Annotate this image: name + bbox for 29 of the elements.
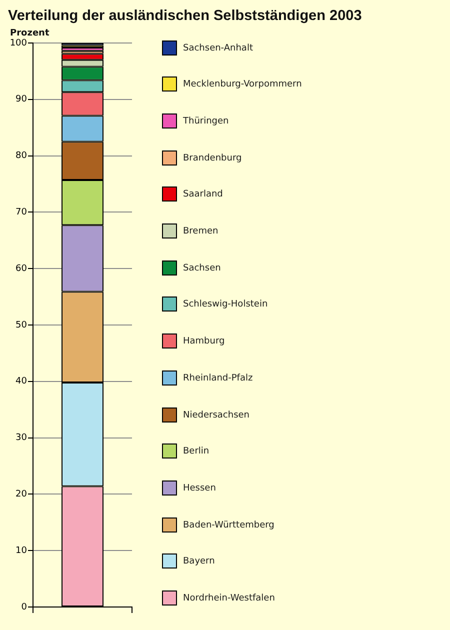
- y-tick-label: 10: [16, 546, 28, 556]
- legend-label: Mecklenburg-Vorpommern: [183, 79, 302, 90]
- legend-label: Sachsen: [183, 263, 221, 274]
- y-tick-label: 40: [16, 376, 28, 387]
- y-tick-label: 20: [16, 490, 28, 500]
- legend-label: Hamburg: [183, 336, 225, 346]
- y-tick-label: 80: [16, 151, 28, 162]
- y-tick-label: 30: [16, 433, 28, 444]
- legend-label: Brandenburg: [183, 153, 242, 164]
- legend-label: Rheinland-Pfalz: [183, 373, 253, 384]
- y-tick-label: 60: [16, 264, 28, 274]
- y-tick-label: 0: [21, 602, 28, 612]
- legend-label: Berlin: [183, 446, 210, 456]
- y-tick-label: 90: [16, 94, 28, 105]
- legend-label: Bayern: [183, 556, 215, 566]
- legend-label: Thüringen: [182, 116, 229, 126]
- legend-label: Bremen: [183, 226, 218, 236]
- legend-label: Sachsen-Anhalt: [183, 43, 254, 54]
- legend-label: Schleswig-Holstein: [183, 299, 268, 310]
- legend-label: Hessen: [183, 483, 216, 494]
- legend-label: Nordrhein-Westfalen: [183, 593, 275, 604]
- y-tick-label: 100: [10, 38, 28, 48]
- legend-label: Saarland: [183, 189, 223, 200]
- y-tick-label: 70: [16, 208, 28, 218]
- legend-label: Niedersachsen: [183, 410, 250, 420]
- text: Verteilung der ausländischen Selbstständigen 2003: [8, 8, 362, 24]
- y-axis-title: Prozent: [10, 28, 50, 38]
- legend-label: Baden-Württemberg: [183, 520, 274, 530]
- y-tick-label: 50: [16, 320, 28, 330]
